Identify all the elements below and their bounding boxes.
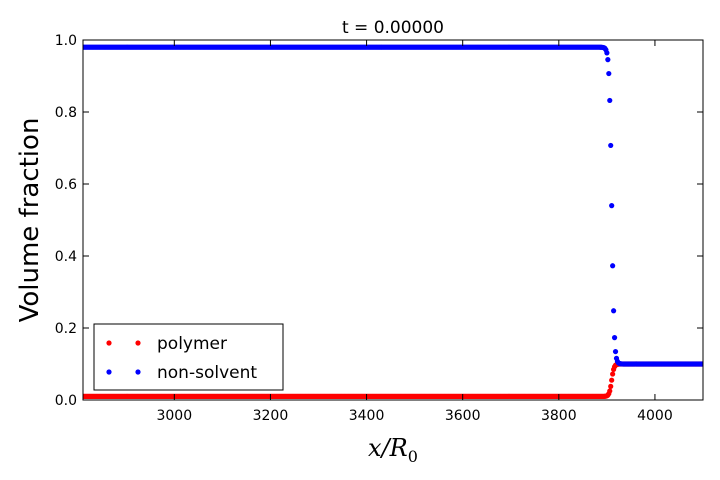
x-tick-label: 3000: [156, 408, 192, 424]
data-point: [604, 50, 610, 56]
y-tick-label: 0.4: [55, 249, 77, 265]
x-axis-label: x/R0: [368, 434, 418, 466]
series-non-solvent: [83, 44, 703, 367]
x-axis-label-main: x/R: [368, 434, 408, 462]
data-point: [609, 377, 615, 383]
plot-frame: [82, 39, 704, 401]
y-tick-label: 0.6: [55, 177, 77, 193]
data-point: [605, 57, 611, 63]
data-point: [612, 348, 619, 355]
ticks-layer: 3000 3200 3400 3600 3800 4000 0.0 0.2 0.4 0.6 0.8 1…: [55, 33, 703, 424]
legend: polymer non-solvent: [93, 323, 284, 391]
legend-label-non-solvent: non-solvent: [157, 363, 257, 383]
series-layer: [83, 44, 703, 399]
data-point: [610, 263, 616, 269]
data-point: [610, 371, 616, 377]
x-tick-label: 4000: [637, 408, 673, 424]
legend-marker-polymer-2: [135, 340, 141, 346]
y-tick-label: 0.0: [55, 393, 77, 409]
data-point: [607, 97, 613, 104]
data-point: [606, 70, 612, 77]
data-point: [611, 308, 617, 314]
x-tick-label: 3400: [349, 408, 385, 424]
legend-label-polymer: polymer: [157, 334, 227, 354]
y-tick-label: 0.8: [55, 105, 77, 121]
x-axis-label-subscript: 0: [408, 447, 418, 466]
x-tick-label: 3800: [541, 408, 577, 424]
data-point: [608, 142, 614, 149]
y-tick-label: 1.0: [55, 33, 77, 49]
chart-title: t = 0.00000: [342, 18, 444, 38]
data-point: [700, 361, 703, 367]
y-tick-label: 0.2: [55, 321, 77, 337]
data-point: [609, 203, 615, 209]
data-point: [611, 335, 618, 341]
data-point: [608, 383, 614, 389]
legend-marker-non-solvent-1: [106, 369, 112, 375]
legend-marker-polymer-1: [106, 340, 112, 346]
data-point: [607, 388, 613, 394]
y-axis-label: Volume fraction: [15, 118, 45, 323]
legend-box: [93, 323, 284, 391]
legend-marker-non-solvent-2: [135, 369, 141, 375]
x-tick-label: 3200: [253, 408, 289, 424]
x-tick-label: 3600: [445, 408, 481, 424]
